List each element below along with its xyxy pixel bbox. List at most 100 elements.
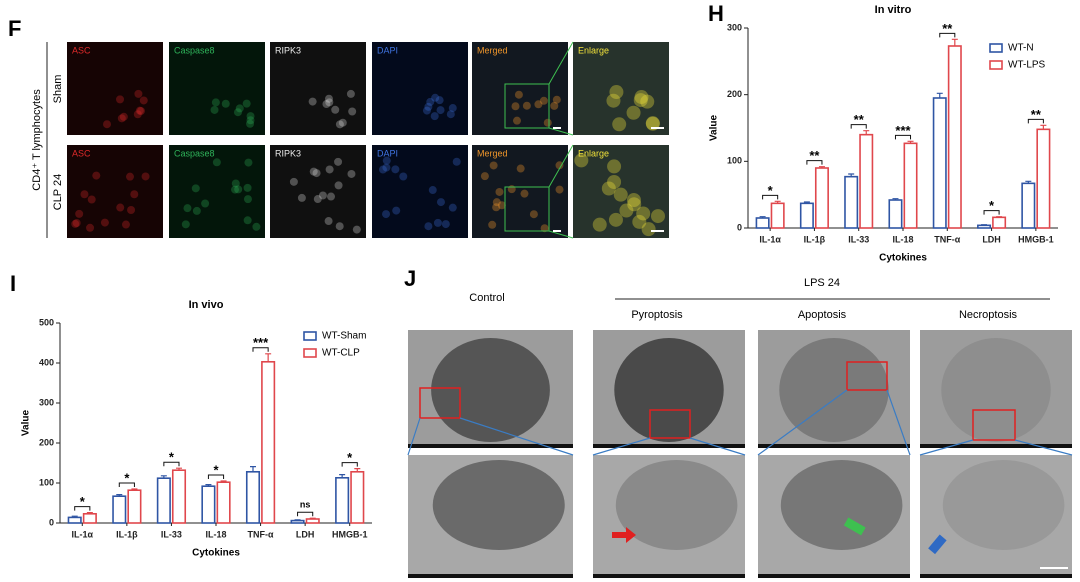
legend-label: WT-Sham (322, 331, 366, 342)
significance-bracket (894, 134, 912, 140)
micrograph (270, 42, 366, 135)
row-label: CLP 24 (52, 174, 64, 211)
bar (947, 45, 962, 229)
cell (632, 214, 647, 229)
cell (435, 96, 444, 105)
error-bar (205, 484, 212, 487)
em-detail (942, 460, 1065, 550)
bar (350, 470, 365, 524)
error-bar (131, 488, 138, 491)
error-bar (803, 201, 810, 204)
error-bar (818, 166, 825, 168)
error-bar (220, 480, 227, 483)
cell (382, 210, 391, 219)
cell (324, 217, 333, 226)
y-tick-label: 300 (727, 22, 742, 32)
significance-bracket (207, 474, 225, 479)
cell (431, 93, 440, 102)
group-label: Control (469, 292, 504, 304)
error-bar (936, 92, 943, 98)
significance-bracket (850, 124, 867, 129)
x-tick-label: HMGB-1 (332, 529, 368, 539)
cell (607, 159, 622, 174)
bar (305, 518, 320, 524)
cell (641, 222, 656, 237)
cell (335, 120, 344, 129)
cell (607, 175, 622, 190)
zoom-line (757, 389, 848, 456)
cell (391, 165, 400, 174)
error-bar (848, 173, 855, 177)
legend-swatch (989, 60, 1003, 70)
zoom-box (504, 186, 550, 232)
cell (480, 172, 489, 181)
x-tick-label: IL-1β (804, 234, 826, 244)
cell (210, 105, 219, 114)
cell (297, 193, 306, 202)
cell (312, 169, 321, 178)
em-footer (408, 574, 573, 578)
channel-label: RIPK3 (275, 148, 301, 158)
micrograph (372, 145, 468, 238)
y-tick-label: 200 (39, 437, 54, 447)
significance-label: * (80, 494, 86, 509)
micrograph (169, 42, 265, 135)
cell (352, 225, 361, 234)
zoom-line (548, 127, 574, 136)
significance-label: ** (854, 112, 865, 127)
cell (426, 97, 435, 106)
em-cell (779, 338, 889, 442)
error-bar (309, 517, 316, 519)
em-cell (614, 338, 724, 442)
error-bar (176, 467, 183, 471)
zoom-line (592, 437, 651, 456)
error-bar (294, 519, 301, 521)
zoom-line (548, 144, 574, 188)
cell (191, 184, 200, 193)
channel-label: RIPK3 (275, 45, 301, 55)
significance-label: * (768, 183, 774, 198)
cell (555, 161, 564, 170)
zoom-line (886, 389, 911, 456)
cell (424, 102, 433, 111)
cell (511, 102, 520, 111)
chart-title: In vivo (189, 299, 224, 311)
x-tick-label: IL-33 (161, 529, 182, 539)
y-tick-label: 0 (737, 222, 742, 232)
cell (436, 106, 445, 115)
micrograph (472, 145, 568, 238)
y-tick-label: 100 (39, 477, 54, 487)
cell (243, 195, 252, 204)
cell (448, 104, 457, 113)
significance-bracket (341, 462, 358, 467)
x-tick-label: IL-1β (116, 529, 138, 539)
cell (555, 185, 564, 194)
cell (608, 212, 623, 227)
death-type: Apoptosis (798, 309, 847, 321)
micrograph (573, 145, 669, 238)
micrograph (67, 42, 163, 135)
y-tick-label: 200 (727, 89, 742, 99)
bar (814, 167, 829, 229)
x-tick-label: TNF-α (248, 529, 274, 539)
significance-label: * (347, 450, 353, 465)
error-bar (981, 224, 988, 226)
em-footer (593, 574, 745, 578)
cell (492, 203, 501, 212)
x-tick-label: LDH (296, 529, 315, 539)
bar (1021, 182, 1036, 229)
cell (613, 187, 628, 202)
cell (134, 89, 143, 98)
bar (888, 199, 903, 229)
cell (516, 164, 525, 173)
cell (231, 185, 240, 194)
cell (601, 181, 616, 196)
cell (289, 177, 298, 186)
zoom-line (1014, 439, 1073, 456)
cell (609, 85, 624, 100)
bar (932, 97, 947, 229)
cell (212, 158, 221, 167)
x-axis-label: Cytokines (879, 253, 927, 264)
cell (392, 206, 401, 215)
